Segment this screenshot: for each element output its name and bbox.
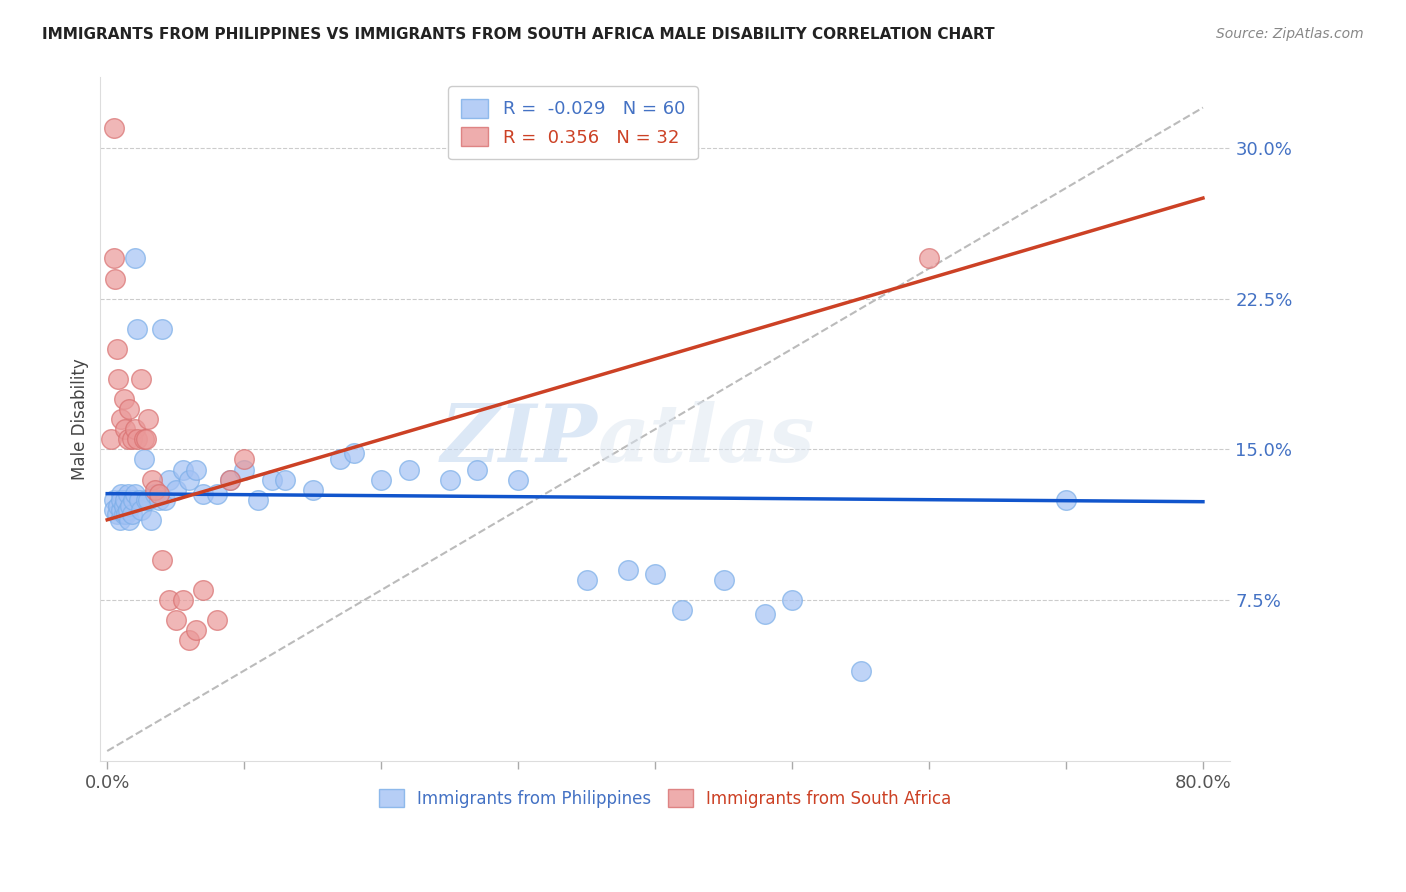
Point [274,473,297,487]
Point [191,583,214,598]
Point [110,486,132,500]
Point [329,452,352,467]
Point [104,271,127,285]
Text: Source: ZipAtlas.com: Source: ZipAtlas.com [1216,27,1364,41]
Point [172,593,194,607]
Point [191,486,214,500]
Point [139,513,162,527]
Point [114,492,136,507]
Point [124,252,146,266]
Point [260,473,283,487]
Point [148,492,170,507]
Point [172,462,194,476]
Point [439,473,461,487]
Point [849,664,872,678]
Point [128,492,150,507]
Point [103,252,125,266]
Point [121,433,143,447]
Point [143,486,166,500]
Point [118,513,141,527]
Point [135,492,157,507]
Point [301,483,323,497]
Point [179,633,201,648]
Point [165,613,187,627]
Point [110,502,132,516]
Point [157,473,180,487]
Point [105,342,128,356]
Point [754,607,776,622]
Point [506,473,529,487]
Point [103,492,125,507]
Point [105,507,128,521]
Point [117,433,139,447]
Point [103,502,125,516]
Point [124,486,146,500]
Point [671,603,693,617]
Point [134,433,156,447]
Point [112,392,135,406]
Point [135,433,157,447]
Point [100,433,122,447]
Point [219,473,242,487]
Point [112,507,135,521]
Point [122,492,145,507]
Point [713,573,735,587]
Point [124,422,146,436]
Y-axis label: Male Disability: Male Disability [72,359,89,480]
Point [150,553,173,567]
Point [157,593,180,607]
Point [117,486,139,500]
Point [205,486,228,500]
Point [186,624,208,638]
Text: ZIP: ZIP [440,401,598,478]
Point [121,507,143,521]
Point [780,593,803,607]
Point [343,446,366,460]
Point [136,492,159,507]
Point [153,492,176,507]
Point [108,513,131,527]
Point [918,252,941,266]
Point [131,502,153,516]
Point [134,452,156,467]
Point [103,120,125,135]
Point [117,502,139,516]
Point [127,433,149,447]
Point [205,613,228,627]
Point [118,402,141,417]
Point [107,372,129,386]
Point [131,372,153,386]
Point [575,573,598,587]
Point [219,473,242,487]
Point [644,567,666,582]
Point [148,486,170,500]
Point [370,473,392,487]
Point [107,499,129,513]
Point [143,483,166,497]
Point [233,452,256,467]
Point [150,322,173,336]
Point [136,412,159,426]
Point [114,422,136,436]
Point [110,412,132,426]
Legend: Immigrants from Philippines, Immigrants from South Africa: Immigrants from Philippines, Immigrants … [373,783,959,814]
Text: atlas: atlas [598,401,815,478]
Point [165,483,187,497]
Point [398,462,420,476]
Point [141,473,163,487]
Point [1054,492,1077,507]
Point [120,499,142,513]
Point [127,322,149,336]
Point [186,462,208,476]
Point [246,492,269,507]
Point [110,492,132,507]
Point [115,507,138,521]
Point [616,563,638,577]
Point [112,499,135,513]
Point [233,462,256,476]
Point [465,462,488,476]
Text: IMMIGRANTS FROM PHILIPPINES VS IMMIGRANTS FROM SOUTH AFRICA MALE DISABILITY CORR: IMMIGRANTS FROM PHILIPPINES VS IMMIGRANT… [42,27,995,42]
Point [179,473,201,487]
